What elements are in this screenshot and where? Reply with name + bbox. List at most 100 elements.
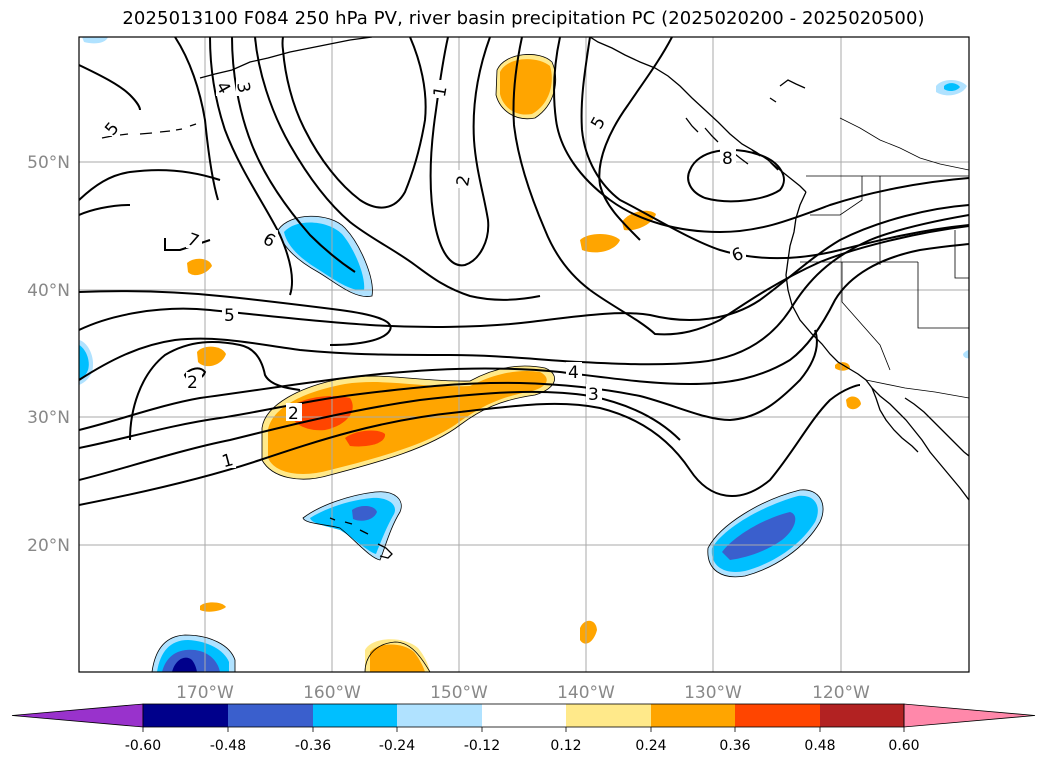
cb-label: -0.48 (210, 738, 246, 754)
pos-region-small-6 (580, 620, 597, 644)
neg-region-central-strong (352, 506, 377, 521)
neg-region-top-right-core (944, 83, 960, 92)
cb-label: 0.60 (888, 738, 919, 754)
coast-hawaii (329, 517, 393, 559)
lat-tick-label: 40°N (27, 281, 70, 301)
colorbar-frame (142, 703, 905, 728)
colorbar: -0.60 -0.48 -0.36 -0.24 -0.12 0.12 0.24 … (11, 703, 1036, 754)
coast-west-us (785, 191, 969, 501)
cb-label: -0.12 (464, 738, 500, 754)
outline-se (707, 489, 824, 578)
cl-bg (216, 78, 232, 96)
pv-contour-16 (174, 37, 219, 201)
pv-label: 5 (224, 306, 235, 326)
pv-contour-8 (553, 37, 969, 234)
pv-contour-3 (79, 243, 969, 431)
pv-label: 2 (288, 404, 299, 424)
pos-region-small-5 (200, 602, 226, 612)
lat-tick-label: 50°N (27, 153, 70, 173)
border-nv-ca (841, 262, 891, 371)
pv-contour-22 (129, 341, 301, 441)
pv-label: 4 (568, 363, 579, 383)
outline-north (495, 54, 556, 120)
pv-contour-15 (209, 37, 293, 296)
lon-tick-labels: 170°W 160°W 150°W 140°W 130°W 120°W (176, 683, 870, 703)
cb-label: -0.60 (125, 738, 161, 754)
pv-contour-17 (79, 64, 141, 111)
coast-bc-ne (769, 79, 806, 103)
neg-region-top-left (82, 37, 108, 44)
coast-gulf-california (904, 397, 969, 457)
border-us-mexico (865, 379, 969, 399)
colorbar-segment (143, 704, 228, 727)
figure-title: 2025013100 F084 250 hPa PV, river basin … (122, 8, 925, 29)
pv-contours (79, 37, 969, 506)
cl-bg (432, 80, 448, 98)
lon-tick-label: 140°W (557, 683, 615, 703)
pv-contour-2-south (79, 329, 818, 449)
lon-tick-label: 130°W (684, 683, 742, 703)
pv-contour-labels: 1 2 2 2 1 3 3 4 4 5 5 5 6 6 (101, 78, 746, 472)
border-state-1 (810, 176, 863, 216)
pos-region-small-7 (846, 396, 861, 410)
cl-bg (730, 244, 746, 262)
cl-bg (220, 450, 236, 468)
colorbar-segment (566, 704, 651, 727)
pv-contour-14 (231, 37, 356, 273)
cl-bg (586, 384, 602, 402)
neg-region-southeast-strong (722, 512, 796, 560)
coast-baja (871, 387, 919, 453)
neg-region-west-edge-core (79, 345, 89, 380)
pv-label: 1 (220, 450, 236, 472)
cb-label: 0.48 (804, 738, 835, 754)
pv-contour-1-low (79, 390, 681, 481)
cb-label: -0.24 (379, 738, 415, 754)
colorbar-ticks (142, 727, 905, 732)
colorbar-segment (397, 704, 482, 727)
coast-aleutians (101, 123, 197, 139)
colorbar-labels: -0.60 -0.48 -0.36 -0.24 -0.12 0.12 0.24 … (125, 738, 920, 754)
lon-tick-label: 150°W (430, 683, 488, 703)
pos-region-small-8 (835, 362, 850, 371)
coastlines (101, 37, 969, 559)
lat-tick-label: 20°N (27, 536, 70, 556)
colorbar-segment (735, 704, 820, 727)
plot-content: 1 2 2 2 1 3 3 4 4 5 5 5 6 6 (79, 37, 969, 672)
colorbar-segment (313, 704, 397, 727)
cb-label: -0.36 (295, 738, 331, 754)
pv-label: 2 (187, 373, 198, 393)
outline-nw (277, 215, 373, 297)
border-canada-bc (839, 117, 969, 171)
cl-bg (222, 305, 238, 323)
cl-bg (262, 230, 278, 248)
pv-contour-7 (580, 37, 969, 260)
pv-contour-13 (254, 37, 541, 301)
cl-bg (186, 230, 202, 248)
coast-alaska (199, 37, 373, 79)
lon-tick-label: 170°W (176, 683, 234, 703)
pos-region-small-3 (187, 258, 212, 276)
pv-label: 3 (232, 81, 254, 95)
neg-region-southwest-extreme (172, 657, 197, 672)
cl-bg (590, 112, 606, 130)
pv-contour-10 (512, 37, 969, 336)
pv-contour-1-south (79, 384, 861, 506)
outline-south (364, 641, 431, 672)
lon-tick-label: 160°W (303, 683, 361, 703)
border-state-4 (917, 262, 969, 329)
cl-bg (455, 170, 471, 188)
pv-contour-12 (281, 37, 427, 209)
outline-central (302, 491, 402, 561)
shade-outlines (151, 54, 824, 672)
colorbar-segment (228, 704, 313, 727)
colorbar-segment (820, 704, 904, 727)
neg-region-northwest-core (284, 222, 365, 291)
colorbar-extend-left (11, 703, 144, 728)
pv-contour-11 (429, 37, 491, 267)
pos-region-small-4 (197, 346, 226, 367)
neg-region-east-edge (963, 350, 969, 359)
cb-label: 0.24 (635, 738, 666, 754)
pv-contour-18 (79, 169, 221, 201)
pos-region-small-1 (580, 234, 620, 253)
plot-frame (78, 36, 970, 673)
